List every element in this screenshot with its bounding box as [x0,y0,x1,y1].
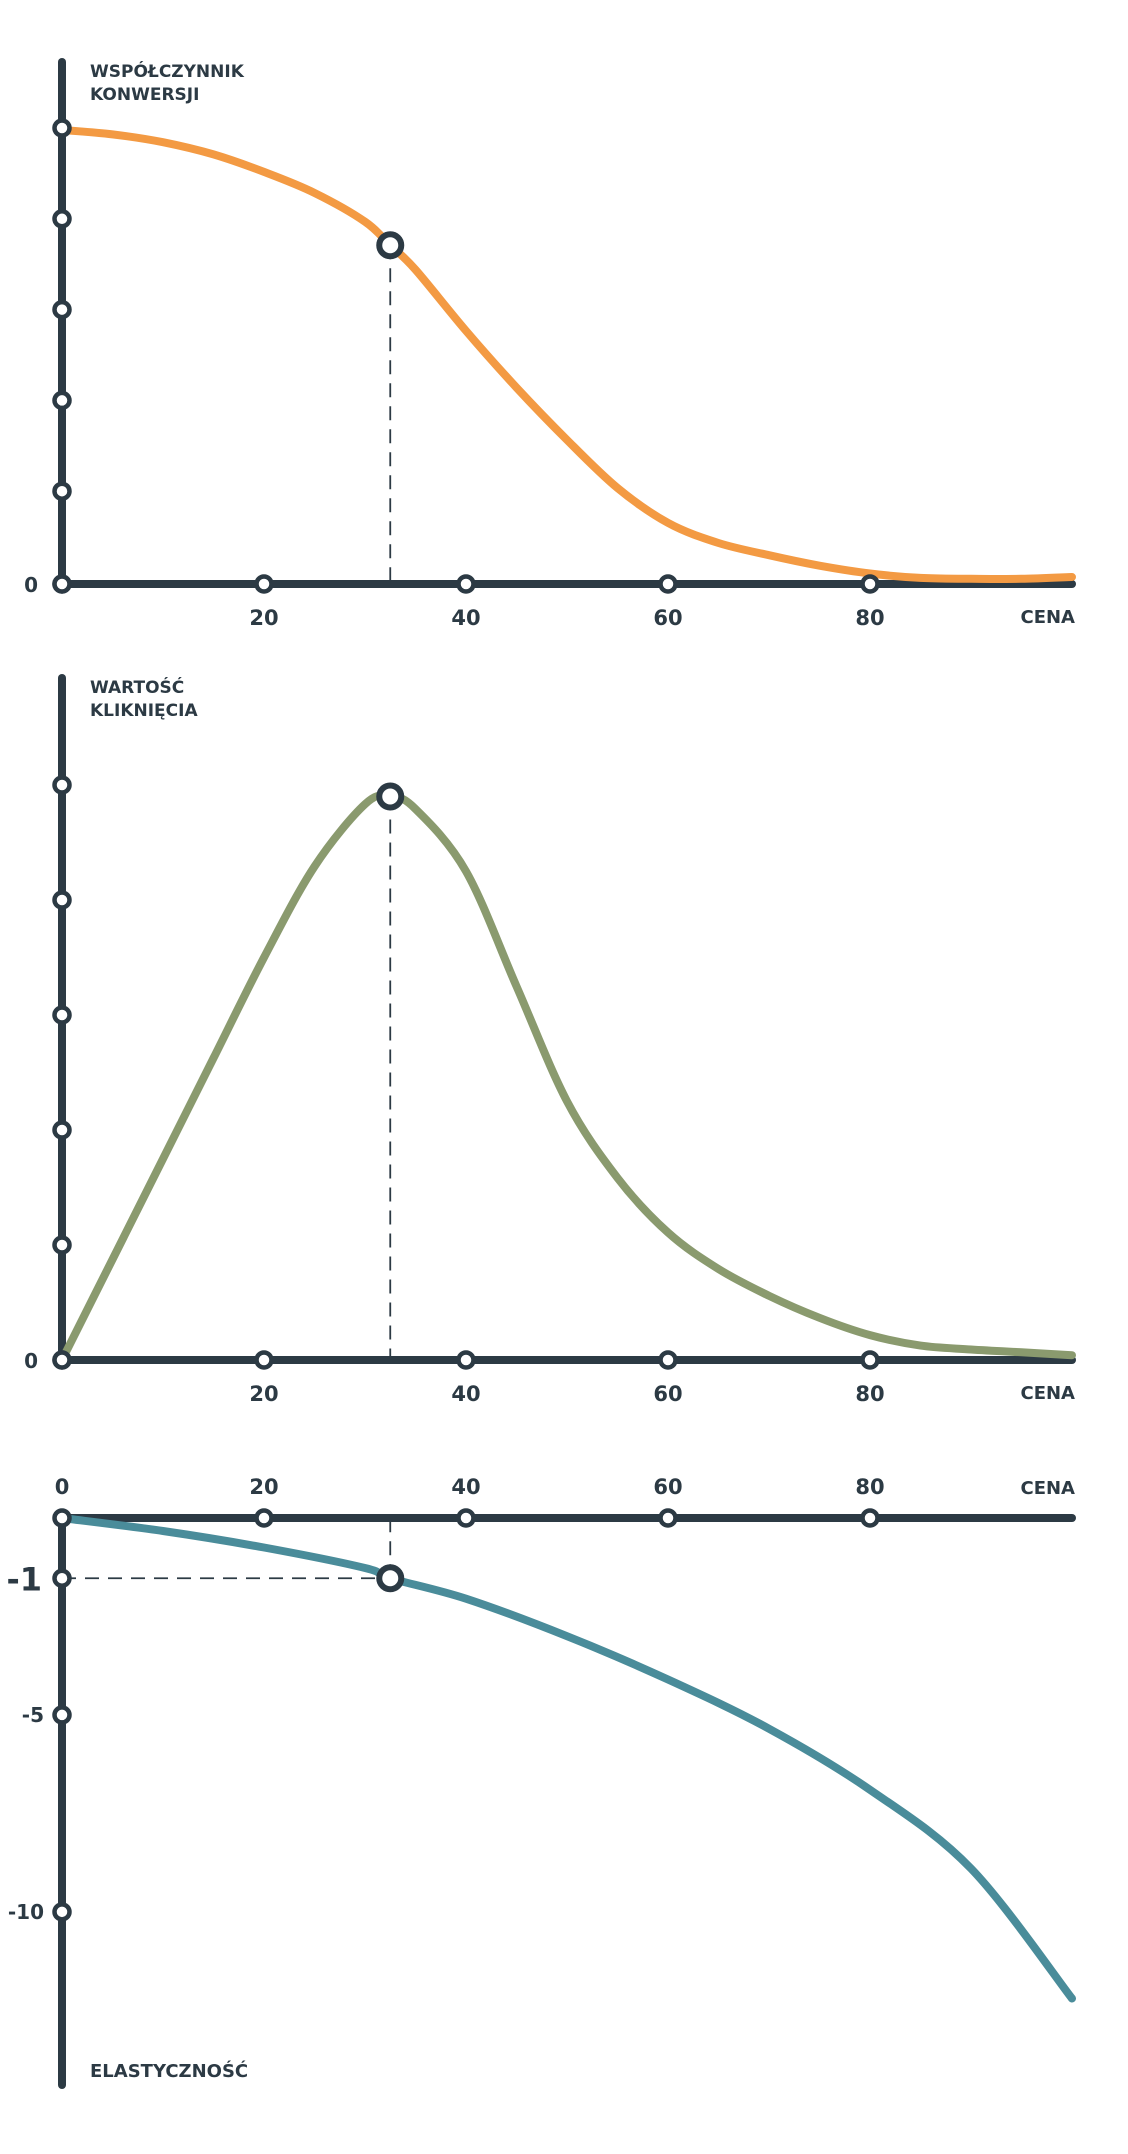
y-tick-label-zero: 0 [24,573,38,597]
y-tick-dot [52,775,72,795]
origin-dot [52,574,72,594]
y-tick-label-zero: 0 [24,1349,38,1373]
highlight-marker [376,782,405,811]
y-tick-label: -5 [22,1703,44,1727]
x-tick-dot [52,1508,72,1528]
y-tick-label: -1 [6,1560,42,1598]
origin-dot [52,1350,72,1370]
y-tick-dot [52,481,72,501]
conversion-rate-chart: 20 40 60 80 CENA 0 WSPÓŁCZYNNIK KONWERSJI [24,58,1076,630]
data-curve [58,791,1076,1364]
y-tick-dot [52,209,72,229]
y-axis-title-line: WARTOŚĆ [90,676,184,698]
x-axis-title: CENA [1020,607,1075,628]
y-tick-dot [52,890,72,910]
x-tick-label: 60 [653,1475,682,1499]
x-tick-dot [456,574,476,594]
y-axis-title-line: WSPÓŁCZYNNIK [90,60,245,82]
x-tick-dot [254,1350,274,1370]
click-value-chart: 20 40 60 80 CENA 0 WARTOŚĆ KLIKNIĘCIA [24,674,1076,1406]
x-tick-label: 60 [653,1382,682,1406]
y-tick-dot [52,1120,72,1140]
x-tick-dot [254,1508,274,1528]
y-axis-title-line: KONWERSJI [90,85,199,105]
x-axis-title: CENA [1020,1478,1075,1499]
y-tick-dot [52,1235,72,1255]
y-tick-dot [52,1902,72,1922]
x-tick-dot [860,1508,880,1528]
y-axis-title-line: KLIKNIĘCIA [90,701,198,721]
x-tick-label: 20 [249,1475,278,1499]
x-tick-label: 60 [653,606,682,630]
x-tick-label: 80 [855,1475,884,1499]
x-tick-label: 80 [855,606,884,630]
x-axis-title: CENA [1020,1383,1075,1404]
highlight-marker [376,1564,405,1593]
x-tick-dot [658,574,678,594]
x-tick-label: 20 [249,1382,278,1406]
x-tick-label: 20 [249,606,278,630]
x-tick-label: 0 [55,1475,70,1499]
x-tick-dot [860,1350,880,1370]
x-tick-dot [254,574,274,594]
x-tick-label: 40 [451,1475,480,1499]
y-axis-title: ELASTYCZNOŚĆ [90,2060,248,2082]
y-tick-dot [52,390,72,411]
y-tick-label: -10 [8,1900,44,1924]
x-tick-dot [658,1508,678,1528]
data-curve [58,1514,1076,2003]
x-tick-dot [456,1350,476,1370]
x-tick-dot [658,1350,678,1370]
y-tick-dot [52,299,72,320]
x-tick-dot [860,574,880,594]
y-tick-dot [52,1705,72,1725]
x-tick-label: 40 [451,606,480,630]
x-tick-label: 80 [855,1382,884,1406]
y-tick-dot [52,1005,72,1025]
y-tick-dot [52,118,72,138]
y-tick-dot [52,1568,72,1589]
data-curve [58,126,1076,583]
elasticity-chart: 0 20 40 60 80 CENA -1 -5 -10 ELASTYCZNOŚĆ [6,1475,1076,2089]
x-tick-dot [456,1508,476,1528]
highlight-marker [376,231,405,260]
x-tick-label: 40 [451,1382,480,1406]
